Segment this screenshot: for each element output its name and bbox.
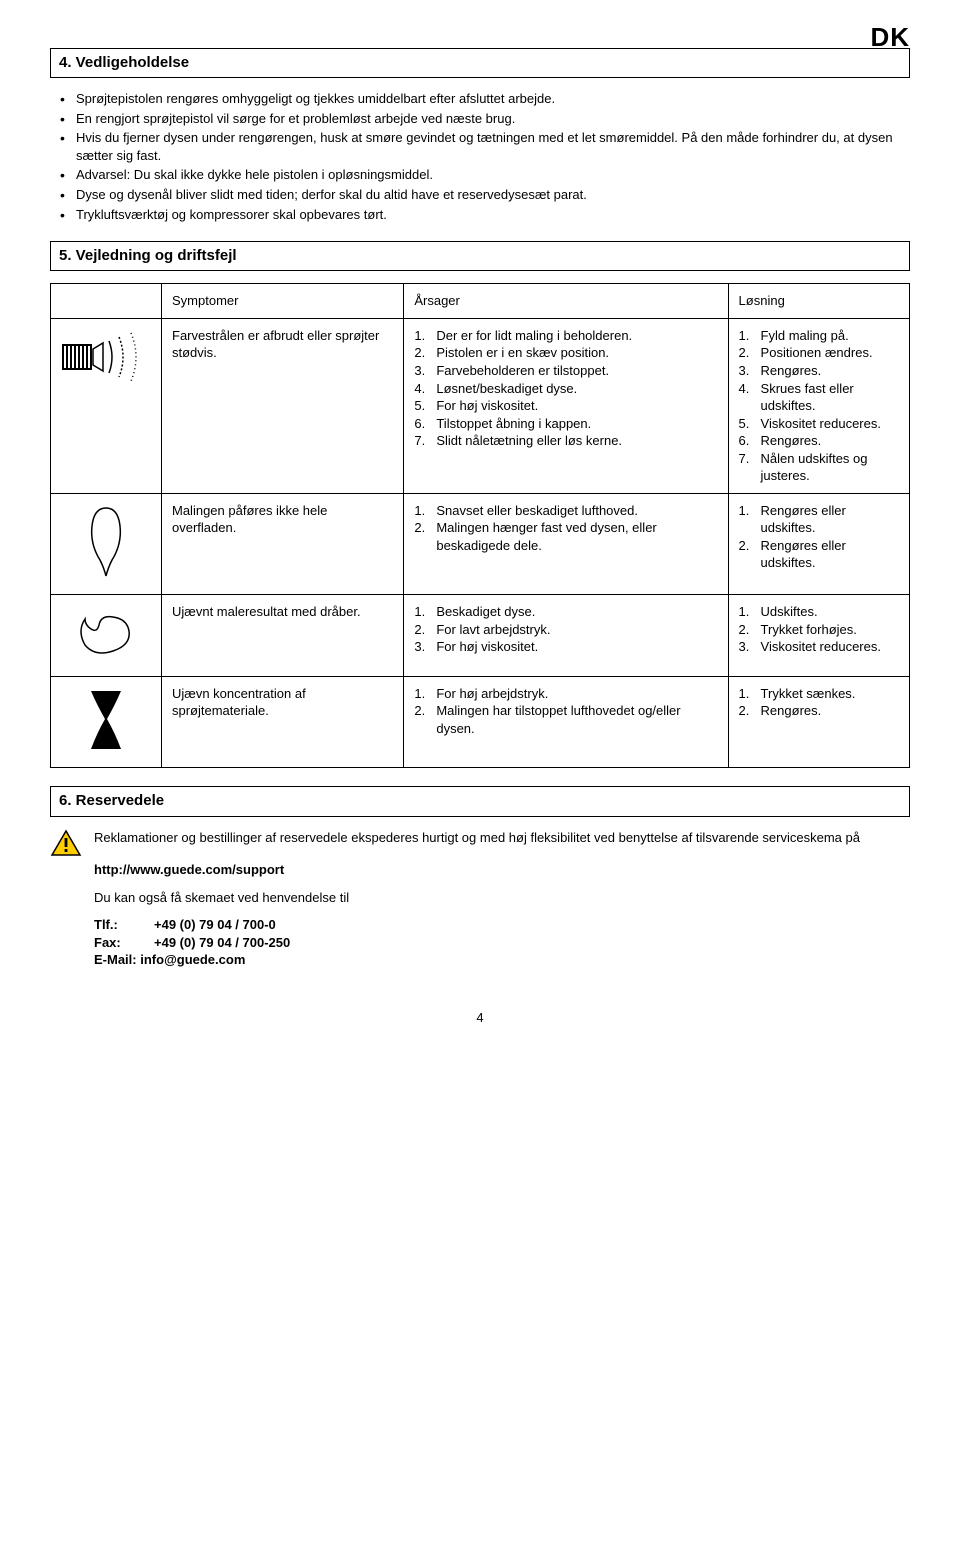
troubleshoot-table: Symptomer Årsager Løsning Farvestrålen e… [50, 283, 910, 768]
solution-item: Rengøres. [761, 702, 822, 720]
solutions-cell: 1.Fyld maling på. 2.Positionen ændres. 3… [728, 318, 909, 493]
symptom-cell: Malingen påføres ikke hele overfladen. [162, 493, 404, 595]
table-row: Ujævnt maleresultat med dråber. 1.Beskad… [51, 595, 910, 677]
table-header-cause: Årsager [404, 284, 728, 319]
bean-shape-icon [51, 595, 162, 677]
list-item: Advarsel: Du skal ikke dykke hele pistol… [54, 166, 910, 184]
symptom-cell: Farvestrålen er afbrudt eller sprøjter s… [162, 318, 404, 493]
cause-item: Slidt nåletætning eller løs kerne. [436, 432, 622, 450]
solutions-cell: 1.Trykket sænkes. 2.Rengøres. [728, 676, 909, 768]
section6-header: 6. Reservedele [50, 786, 910, 816]
solution-item: Positionen ændres. [761, 344, 873, 362]
country-code: DK [870, 20, 910, 55]
list-item: En rengjort sprøjtepistol vil sørge for … [54, 110, 910, 128]
solution-item: Fyld maling på. [761, 327, 849, 345]
page-number: 4 [50, 1009, 910, 1027]
table-header-solution: Løsning [728, 284, 909, 319]
section6-text: Reklamationer og bestillinger af reserve… [94, 829, 910, 847]
spray-pattern-icon [51, 318, 162, 493]
symptom-cell: Ujævnt maleresultat med dråber. [162, 595, 404, 677]
table-header-row: Symptomer Årsager Løsning [51, 284, 910, 319]
contact-block: Tlf.: +49 (0) 79 04 / 700-0 Fax: +49 (0)… [94, 916, 910, 969]
tlf-value: +49 (0) 79 04 / 700-0 [154, 916, 276, 934]
table-header-symptom: Symptomer [162, 284, 404, 319]
cause-item: Beskadiget dyse. [436, 603, 535, 621]
causes-cell: 1.Snavset eller beskadiget lufthoved. 2.… [404, 493, 728, 595]
cause-item: For høj arbejdstryk. [436, 685, 548, 703]
section5-header: 5. Vejledning og driftsfejl [50, 241, 910, 271]
list-item: Sprøjtepistolen rengøres omhyggeligt og … [54, 90, 910, 108]
support-url: http://www.guede.com/support [94, 861, 910, 879]
email-label: E-Mail: [94, 952, 137, 967]
cause-item: For høj viskositet. [436, 638, 538, 656]
table-row: Ujævn koncentration af sprøjtemateriale.… [51, 676, 910, 768]
cause-item: Der er for lidt maling i beholderen. [436, 327, 632, 345]
solution-item: Rengøres eller udskiftes. [761, 502, 899, 537]
solutions-cell: 1.Rengøres eller udskiftes. 2.Rengøres e… [728, 493, 909, 595]
solution-item: Rengøres. [761, 432, 822, 450]
fax-label: Fax: [94, 934, 154, 952]
cause-item: Tilstoppet åbning i kappen. [436, 415, 591, 433]
section4-bullets: Sprøjtepistolen rengøres omhyggeligt og … [50, 90, 910, 223]
table-header-img [51, 284, 162, 319]
solution-item: Udskiftes. [761, 603, 818, 621]
cause-item: Pistolen er i en skæv position. [436, 344, 609, 362]
symptom-cell: Ujævn koncentration af sprøjtemateriale. [162, 676, 404, 768]
solution-item: Trykket forhøjes. [761, 621, 857, 639]
cause-item: Malingen hænger fast ved dysen, eller be… [436, 519, 717, 554]
section6-line2: Du kan også få skemaet ved henvendelse t… [94, 889, 910, 907]
cause-item: For høj viskositet. [436, 397, 538, 415]
cause-item: Farvebeholderen er tilstoppet. [436, 362, 609, 380]
solution-item: Nålen udskiftes og justeres. [761, 450, 899, 485]
solution-item: Rengøres. [761, 362, 822, 380]
cause-item: Løsnet/beskadiget dyse. [436, 380, 577, 398]
cause-item: Snavset eller beskadiget lufthoved. [436, 502, 638, 520]
solution-item: Rengøres eller udskiftes. [761, 537, 899, 572]
causes-cell: 1.Beskadiget dyse. 2.For lavt arbejdstry… [404, 595, 728, 677]
solution-item: Viskositet reduceres. [761, 415, 881, 433]
table-row: Farvestrålen er afbrudt eller sprøjter s… [51, 318, 910, 493]
list-item: Trykluftsværktøj og kompressorer skal op… [54, 206, 910, 224]
section4-header: 4. Vedligeholdelse [50, 48, 910, 78]
causes-cell: 1.For høj arbejdstryk. 2.Malingen har ti… [404, 676, 728, 768]
solutions-cell: 1.Udskiftes. 2.Trykket forhøjes. 3.Visko… [728, 595, 909, 677]
tlf-label: Tlf.: [94, 916, 154, 934]
warning-icon [50, 829, 82, 862]
causes-cell: 1.Der er for lidt maling i beholderen. 2… [404, 318, 728, 493]
cause-item: For lavt arbejdstryk. [436, 621, 550, 639]
hourglass-shape-icon [51, 676, 162, 768]
fax-value: +49 (0) 79 04 / 700-250 [154, 934, 290, 952]
email-value: info@guede.com [140, 952, 245, 967]
solution-item: Skrues fast eller udskiftes. [761, 380, 899, 415]
list-item: Hvis du fjerner dysen under rengørengen,… [54, 129, 910, 164]
list-item: Dyse og dysenål bliver slidt med tiden; … [54, 186, 910, 204]
table-row: Malingen påføres ikke hele overfladen. 1… [51, 493, 910, 595]
solution-item: Viskositet reduceres. [761, 638, 881, 656]
cause-item: Malingen har tilstoppet lufthovedet og/e… [436, 702, 717, 737]
balloon-shape-icon [51, 493, 162, 595]
solution-item: Trykket sænkes. [761, 685, 856, 703]
